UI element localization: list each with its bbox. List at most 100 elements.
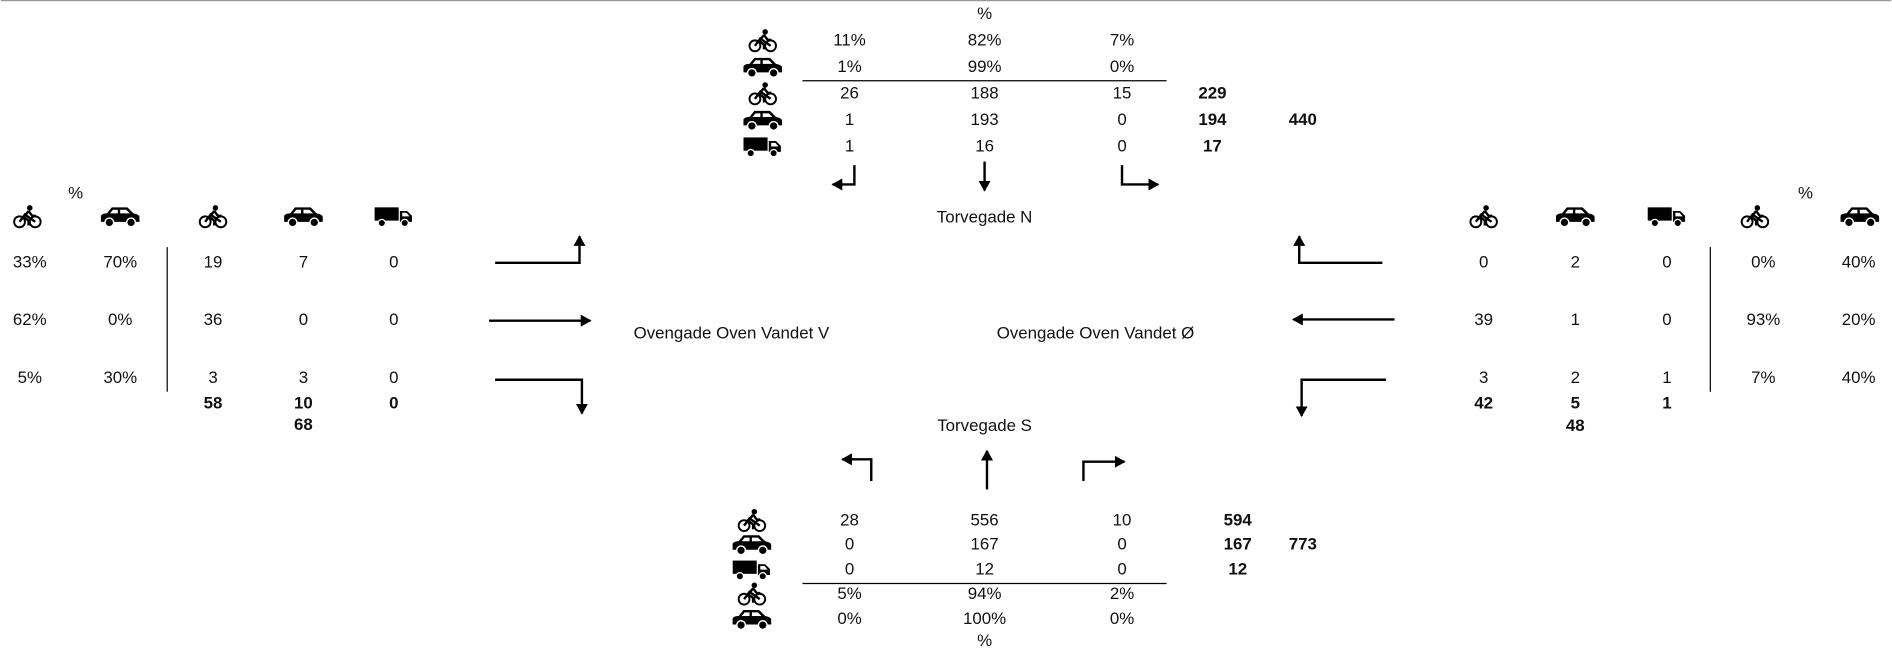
arrow xyxy=(831,165,856,191)
label: 229 xyxy=(1198,83,1226,102)
label: 7% xyxy=(1751,368,1775,387)
label: 0 xyxy=(1662,310,1671,329)
label: 0 xyxy=(389,368,398,387)
label: 19 xyxy=(204,252,223,271)
arrow xyxy=(495,235,586,265)
label: Torvegade S xyxy=(937,416,1032,435)
car-icon xyxy=(731,609,772,631)
label: 7 xyxy=(299,252,308,271)
label: 0 xyxy=(845,560,854,579)
label: 28 xyxy=(840,510,859,529)
label: 1 xyxy=(1662,368,1671,387)
label: 167 xyxy=(971,534,999,553)
truck-icon xyxy=(374,206,413,228)
bike-icon xyxy=(737,508,767,533)
label: 7% xyxy=(1110,30,1134,49)
label: Ovengade Oven Vandet Ø xyxy=(997,323,1194,342)
label: 0% xyxy=(837,609,861,628)
label: 3 xyxy=(1479,368,1488,387)
label: 2% xyxy=(1110,584,1134,603)
label: 0 xyxy=(1117,110,1126,129)
truck-icon xyxy=(1647,206,1686,228)
label: 188 xyxy=(971,83,999,102)
label: 39 xyxy=(1474,310,1493,329)
label: 1 xyxy=(845,137,854,156)
label: 0 xyxy=(299,310,308,329)
label: 48 xyxy=(1566,416,1585,435)
label: 2 xyxy=(1571,368,1580,387)
arrow xyxy=(1082,455,1126,482)
label: 167 xyxy=(1224,534,1252,553)
car-icon xyxy=(742,57,783,78)
car-icon xyxy=(742,110,783,132)
label: 99% xyxy=(968,57,1002,76)
label: 12 xyxy=(975,560,994,579)
car-icon xyxy=(283,206,324,228)
arrows xyxy=(489,161,1395,490)
truck-icon xyxy=(732,559,771,581)
label: 3 xyxy=(208,368,217,387)
label: 5% xyxy=(18,368,42,387)
label: 16 xyxy=(975,137,994,156)
label: % xyxy=(977,4,992,23)
bike-icon xyxy=(12,204,42,229)
label: 2 xyxy=(1571,252,1580,271)
label: 1 xyxy=(1571,310,1580,329)
label: 0 xyxy=(389,310,398,329)
label: 26 xyxy=(840,83,859,102)
label: 33% xyxy=(13,252,47,271)
label: 556 xyxy=(971,510,999,529)
label: 40% xyxy=(1842,252,1876,271)
label: 0 xyxy=(1117,137,1126,156)
label: 194 xyxy=(1198,110,1227,129)
label: 193 xyxy=(971,110,999,129)
label: 0% xyxy=(1110,609,1134,628)
label: Torvegade N xyxy=(937,208,1033,227)
label: 36 xyxy=(204,310,223,329)
bike-icon xyxy=(198,204,228,229)
arrow xyxy=(1295,378,1387,418)
label: 11% xyxy=(833,30,866,49)
label: 0 xyxy=(389,393,398,412)
label: 0 xyxy=(1479,252,1488,271)
label: 0 xyxy=(1117,534,1126,553)
label: 15 xyxy=(1113,83,1132,102)
label: 1 xyxy=(845,110,854,129)
car-icon xyxy=(731,534,772,556)
label: 10 xyxy=(294,393,313,412)
label: 20% xyxy=(1842,310,1876,329)
label: % xyxy=(977,631,992,650)
label: 17 xyxy=(1203,137,1222,156)
bike-icon xyxy=(1469,204,1499,229)
label: 70% xyxy=(103,252,137,271)
label: 12 xyxy=(1228,560,1247,579)
label: 94% xyxy=(968,584,1002,603)
label: 0 xyxy=(845,534,854,553)
label: % xyxy=(1798,184,1813,203)
arrow xyxy=(841,453,873,482)
label: 93% xyxy=(1746,310,1780,329)
label: 773 xyxy=(1289,534,1317,553)
label: 440 xyxy=(1289,110,1317,129)
label: % xyxy=(68,184,83,203)
label: 0% xyxy=(1751,252,1775,271)
label: 0% xyxy=(108,310,132,329)
label: 3 xyxy=(299,368,308,387)
label: 5 xyxy=(1571,393,1580,412)
label: 100% xyxy=(963,609,1006,628)
arrow xyxy=(495,378,588,415)
label: 1% xyxy=(837,57,861,76)
label: 0 xyxy=(1117,560,1126,579)
bike-icon xyxy=(1740,204,1770,229)
label: 62% xyxy=(13,310,47,329)
label: 5% xyxy=(837,584,861,603)
bike-icon xyxy=(748,81,778,106)
label: 594 xyxy=(1224,510,1253,529)
bike-icon xyxy=(737,582,767,606)
label: 10 xyxy=(1113,510,1132,529)
car-icon xyxy=(1839,206,1880,228)
label: 1 xyxy=(1662,393,1671,412)
bike-icon xyxy=(748,28,778,53)
